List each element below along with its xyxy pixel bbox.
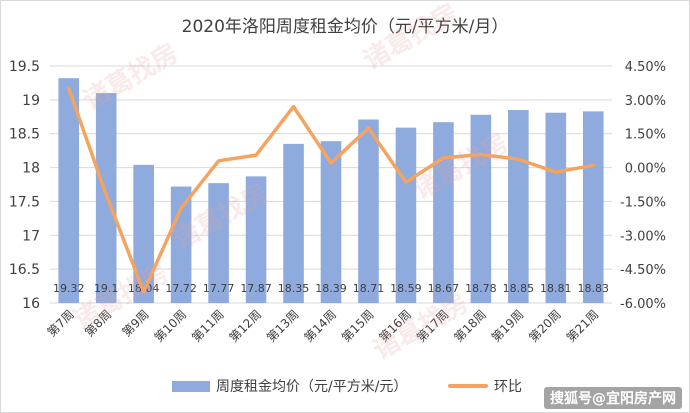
right-tick-label: 1.50% bbox=[625, 128, 666, 143]
legend: 周度租金均价（元/平方米/元） 环比 bbox=[0, 374, 690, 398]
right-tick-label: -1.50% bbox=[620, 195, 666, 210]
left-tick-label: 18.5 bbox=[9, 127, 40, 143]
bar-value-label: 17.72 bbox=[165, 282, 197, 295]
bar bbox=[470, 114, 492, 303]
line-point bbox=[404, 181, 408, 184]
bar-value-labels: 19.32 19.1 18.04 17.72 17.77 17.87 18.35 18.39 1… bbox=[53, 282, 609, 295]
line-point bbox=[254, 153, 258, 157]
x-tick-label: 第19周 bbox=[489, 307, 527, 345]
x-tick-label: 第12周 bbox=[227, 307, 265, 345]
line-point bbox=[517, 158, 520, 161]
bar bbox=[283, 143, 304, 303]
x-tick-label: 第21周 bbox=[564, 307, 602, 345]
legend-label-line: 环比 bbox=[494, 379, 522, 395]
bar-value-label: 19.1 bbox=[94, 282, 119, 295]
right-tick-label: 0.00% bbox=[625, 162, 666, 177]
bar bbox=[433, 122, 454, 304]
bar bbox=[545, 112, 567, 303]
line-point bbox=[554, 170, 557, 174]
right-tick-label: -4.50% bbox=[620, 263, 666, 278]
bar-value-label: 17.77 bbox=[203, 282, 235, 295]
x-tick-label: 第14周 bbox=[301, 307, 339, 345]
bar-value-label: 18.67 bbox=[428, 282, 460, 295]
x-tick-label: 第20周 bbox=[526, 307, 564, 345]
x-tick-label: 第16周 bbox=[376, 307, 414, 345]
x-tick-label: 第18周 bbox=[451, 307, 489, 345]
line-point bbox=[479, 153, 483, 156]
line-point bbox=[367, 126, 370, 130]
x-tick-label: 第9周 bbox=[120, 307, 152, 339]
left-axis-ticks: 16 16.5 17 17.5 18 18.5 19 19.5 bbox=[9, 59, 40, 312]
x-tick-label: 第15周 bbox=[339, 307, 377, 345]
line-point bbox=[292, 105, 295, 108]
legend-item-bar: 周度租金均价（元/平方米/元） bbox=[172, 376, 407, 396]
left-tick-label: 18 bbox=[22, 161, 40, 177]
x-tick-label: 第11周 bbox=[189, 307, 227, 345]
line-point bbox=[67, 87, 70, 90]
x-axis-labels: 第7周 第8周 第9周 第10周 第11周 第12周 第13周 第14周 第15周 第16周 第17… bbox=[45, 307, 602, 345]
left-tick-label: 17 bbox=[22, 228, 40, 244]
bar-value-label: 17.87 bbox=[240, 282, 272, 295]
line-point bbox=[329, 161, 333, 165]
legend-swatch-line bbox=[448, 384, 488, 388]
right-axis-ticks: -6.00% -4.50% -3.00% -1.50% 0.00% 1.50% 3.00% 4… bbox=[620, 60, 666, 312]
bar bbox=[508, 110, 529, 303]
left-tick-label: 19 bbox=[22, 93, 40, 109]
line-series bbox=[66, 86, 596, 294]
bar-value-label: 18.35 bbox=[278, 282, 310, 295]
right-tick-label: -6.00% bbox=[620, 297, 666, 312]
x-tick-label: 第13周 bbox=[264, 307, 302, 345]
left-tick-label: 16.5 bbox=[9, 262, 40, 278]
bar bbox=[133, 164, 154, 303]
right-tick-label: 3.00% bbox=[625, 94, 666, 109]
bar bbox=[320, 141, 342, 303]
left-tick-label: 17.5 bbox=[9, 194, 40, 210]
bar-value-label: 19.32 bbox=[53, 282, 85, 295]
x-tick-label: 第8周 bbox=[82, 307, 114, 339]
x-tick-label: 第7周 bbox=[45, 307, 77, 339]
bar bbox=[395, 127, 417, 304]
bar-value-label: 18.81 bbox=[540, 282, 572, 295]
bar-value-label: 18.71 bbox=[353, 282, 385, 295]
bar bbox=[245, 176, 267, 303]
line-point bbox=[442, 156, 445, 160]
right-tick-label: -3.00% bbox=[620, 229, 666, 244]
line-point bbox=[592, 164, 595, 167]
bar-value-label: 18.85 bbox=[503, 282, 535, 295]
legend-swatch-bar bbox=[172, 380, 210, 392]
bar-value-label: 18.78 bbox=[465, 282, 497, 295]
bar bbox=[358, 119, 379, 303]
bar bbox=[208, 183, 229, 303]
legend-label-bar: 周度租金均价（元/平方米/元） bbox=[216, 379, 408, 395]
right-tick-label: 4.50% bbox=[625, 60, 666, 75]
line-point bbox=[217, 159, 220, 162]
left-tick-label: 16 bbox=[22, 296, 40, 312]
x-tick-label: 第10周 bbox=[152, 307, 190, 345]
bar bbox=[58, 78, 80, 303]
credit-watermark: 搜狐号@宜阳房产网 bbox=[544, 387, 682, 409]
bar bbox=[582, 111, 604, 304]
bar-series bbox=[58, 78, 604, 304]
left-tick-label: 19.5 bbox=[9, 59, 40, 75]
line-point bbox=[142, 290, 145, 293]
bar-value-label: 18.83 bbox=[578, 282, 610, 295]
line-point bbox=[179, 207, 183, 210]
line-point bbox=[105, 193, 108, 196]
legend-item-line: 环比 bbox=[448, 376, 522, 396]
x-tick-label: 第17周 bbox=[414, 307, 452, 345]
bar-value-label: 18.59 bbox=[390, 282, 422, 295]
bar-value-label: 18.39 bbox=[315, 282, 347, 295]
chart-title: 2020年洛阳周度租金均价（元/平方米/月） bbox=[181, 17, 509, 37]
